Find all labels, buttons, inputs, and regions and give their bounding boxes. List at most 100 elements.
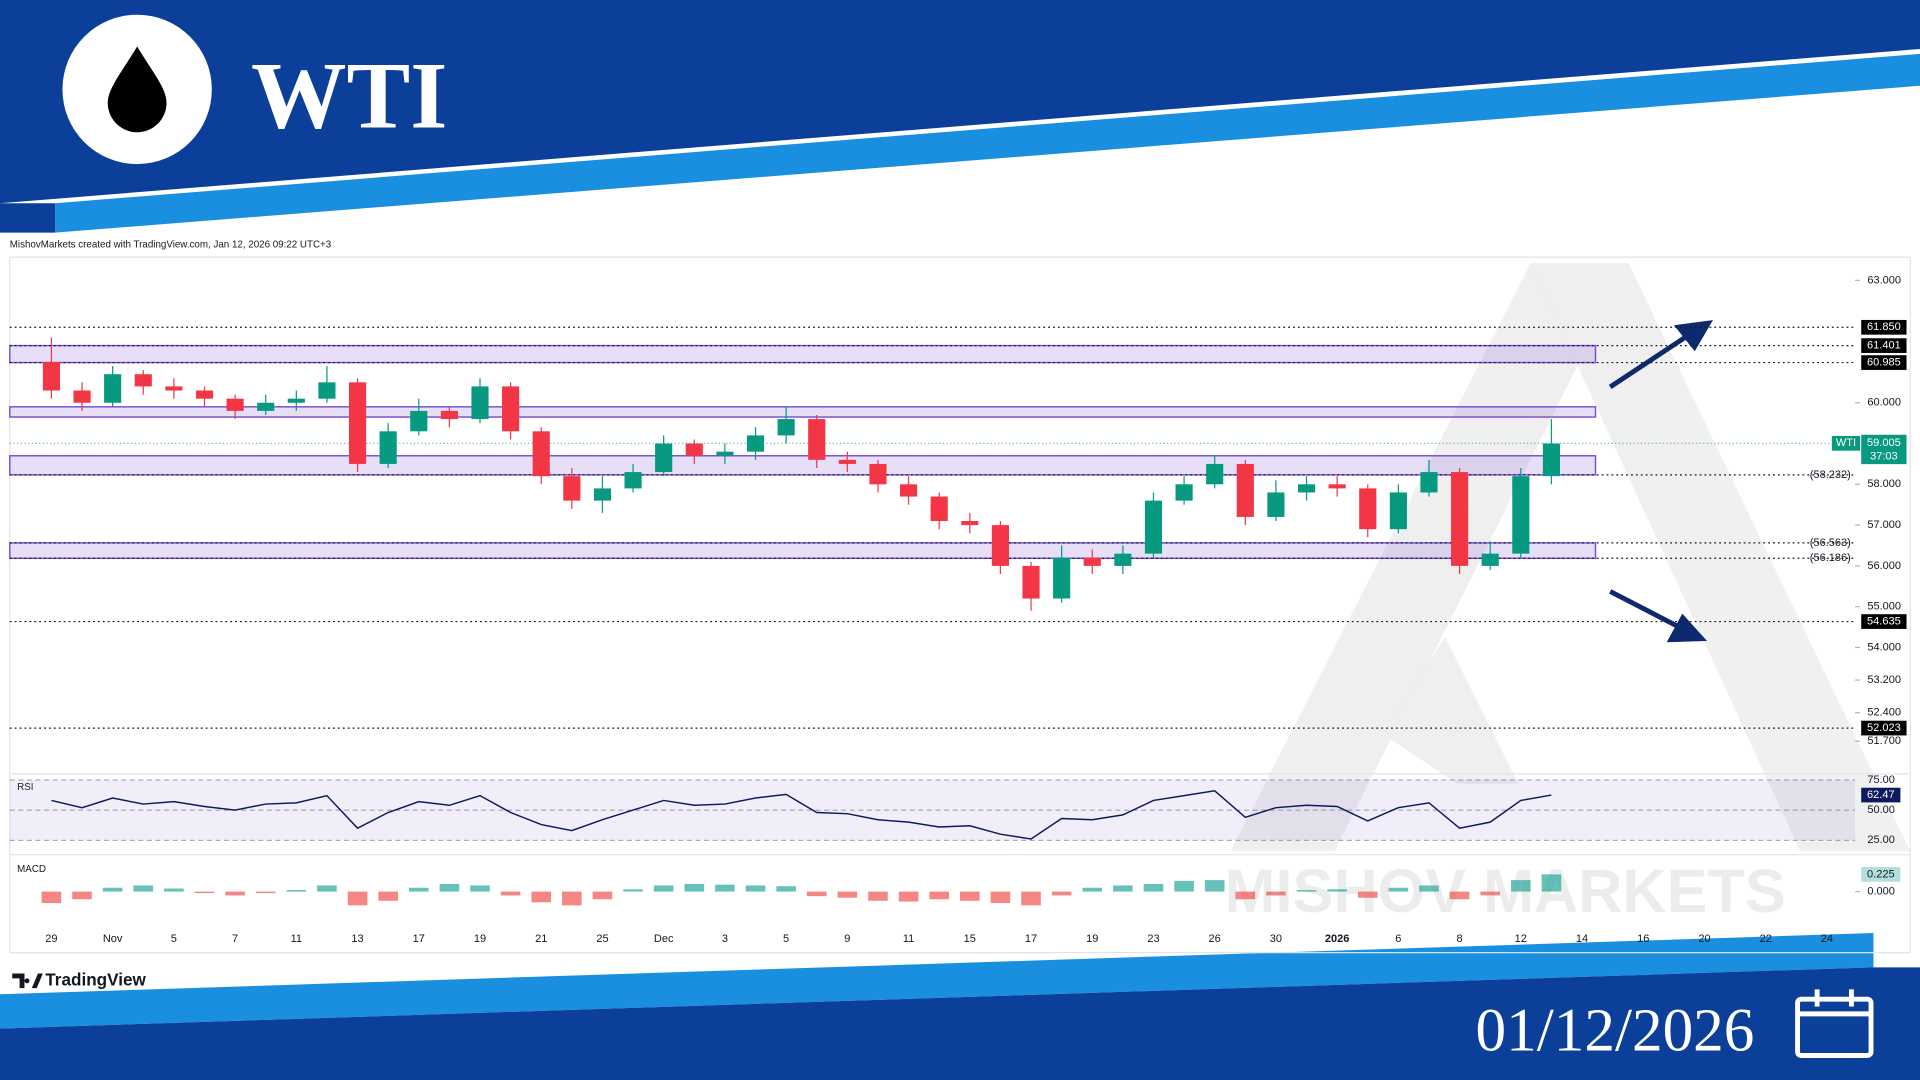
calendar-icon: [1795, 989, 1874, 1058]
candle-body: [563, 476, 581, 501]
candle-body: [440, 410, 458, 420]
candle-body: [808, 419, 826, 460]
brand: TradingView: [45, 969, 146, 989]
attribution: MishovMarkets created with TradingView.c…: [10, 239, 332, 250]
macd-bar: [408, 887, 429, 892]
macd-bar: [1541, 874, 1562, 892]
macd-bar: [347, 891, 368, 906]
footer-band: [0, 967, 1920, 1080]
candle-body: [1359, 488, 1377, 530]
x-tick-label: 5: [783, 933, 789, 945]
header-band: [0, 0, 1920, 204]
candle-body: [1083, 557, 1101, 566]
level-label-box: [1861, 720, 1907, 736]
y-tick-label: 56.000: [1867, 560, 1901, 572]
x-tick-label: 11: [903, 933, 914, 945]
candle-body: [593, 488, 612, 501]
candle-body: [532, 431, 550, 477]
macd-bar: [500, 891, 521, 896]
macd-bar: [531, 891, 552, 903]
y-tick-label: 63.000: [1867, 274, 1901, 286]
candle-body: [746, 435, 765, 452]
y-tick-label: 52.400: [1867, 707, 1901, 719]
candle-body: [685, 443, 703, 456]
macd-bar: [255, 891, 276, 894]
zone: [9, 406, 1597, 418]
x-tick-label: 12: [1515, 933, 1527, 945]
candle-body: [1389, 492, 1407, 530]
level-label: 52.023: [1867, 722, 1901, 734]
macd-bar: [806, 891, 827, 897]
y-tick-label: 57.000: [1867, 519, 1901, 531]
candle-body: [348, 382, 367, 464]
candle-body: [195, 390, 214, 399]
candle-body: [318, 382, 336, 399]
x-tick-label: 22: [1760, 933, 1772, 945]
macd-value-box: [1861, 867, 1901, 882]
y-tick-label: 54.000: [1867, 641, 1901, 653]
chart-frame: [9, 256, 1911, 954]
candle-body: [1267, 492, 1285, 517]
candle-body: [287, 398, 305, 403]
y-tick-label: 55.000: [1867, 601, 1901, 613]
macd-bar: [102, 887, 123, 892]
watermark-text: MISHOV MARKETS: [1224, 857, 1785, 925]
candle-body: [838, 459, 856, 464]
rsi-line: [51, 790, 1552, 840]
x-tick-label: 3: [722, 933, 728, 945]
macd-bar: [1051, 891, 1072, 896]
header-band-edge: [0, 203, 56, 233]
x-tick-label: 16: [1637, 933, 1649, 945]
macd-bar: [837, 891, 858, 898]
x-tick-label: 14: [1576, 933, 1588, 945]
arrows: [1608, 320, 1713, 643]
level-label: (56.563): [1810, 537, 1851, 549]
candle-body: [1053, 557, 1071, 599]
macd-bar: [439, 883, 460, 892]
candle-body: [1420, 472, 1438, 493]
macd-bar: [1143, 883, 1164, 892]
macd-bar: [72, 891, 92, 900]
level-label: 60.985: [1867, 356, 1901, 368]
candle-body: [1022, 565, 1040, 599]
x-tick-label: 29: [45, 933, 57, 945]
x-tick-label: 8: [1457, 933, 1463, 945]
zone: [9, 344, 1597, 364]
candle-body: [1297, 484, 1316, 493]
x-tick-label: Nov: [103, 933, 123, 945]
candle-body: [1512, 476, 1530, 554]
rsi-value-box: [1861, 787, 1901, 803]
macd-bar: [1327, 889, 1347, 892]
candle-body: [716, 451, 734, 456]
x-tick-label: 25: [596, 933, 608, 945]
macd-bar: [1235, 891, 1256, 900]
candle-body: [930, 496, 948, 522]
x-tick-label: 19: [474, 933, 486, 945]
candle-body: [257, 402, 275, 411]
macd-bar: [1449, 891, 1470, 900]
candle-body: [1481, 553, 1499, 566]
candle-body: [1236, 463, 1254, 517]
macd-bar: [1082, 887, 1103, 892]
rsi-tick-label: 25.00: [1867, 834, 1895, 846]
macd-bar: [194, 891, 215, 894]
candle-body: [73, 390, 91, 403]
candle-body: [1175, 484, 1193, 501]
macd-bar: [1174, 880, 1194, 892]
candle-body: [655, 443, 673, 473]
zone: [9, 542, 1597, 560]
candle-body: [1451, 472, 1469, 566]
candle-body: [134, 374, 152, 387]
x-tick-label: 17: [413, 933, 425, 945]
x-tick-label: Dec: [654, 933, 674, 945]
level-label: 61.850: [1867, 321, 1901, 333]
candle-body: [42, 361, 60, 391]
candle-body: [869, 463, 887, 485]
candle-body: [961, 521, 979, 526]
level-label: 61.401: [1867, 340, 1901, 352]
rsi-tick-label: 75.00: [1867, 774, 1895, 786]
macd-bar: [225, 891, 245, 896]
rsi-tick-label: 50.00: [1867, 804, 1895, 816]
countdown: 37:03: [1870, 451, 1898, 463]
